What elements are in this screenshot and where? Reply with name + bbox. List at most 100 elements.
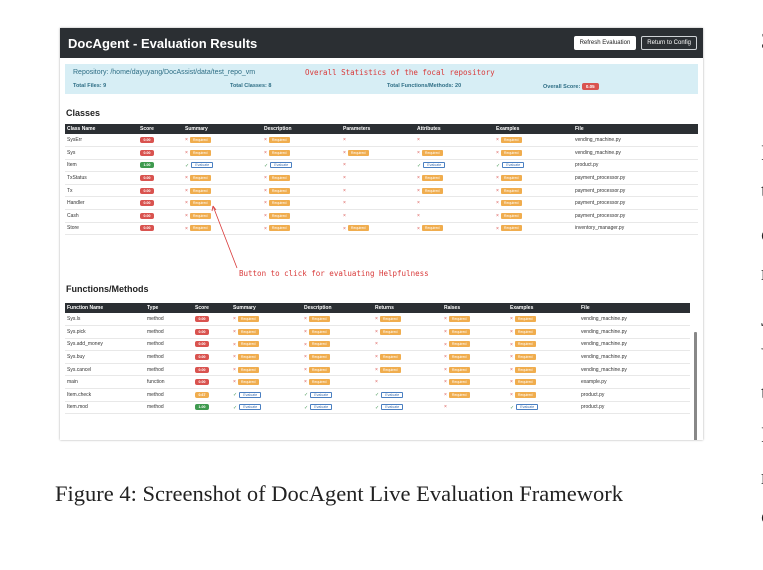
- right-column-fragment: r: [761, 260, 763, 286]
- check-icon: ✓: [375, 392, 380, 399]
- required-badge: Required: [448, 366, 470, 373]
- cell-examples: × Required: [508, 313, 579, 327]
- refresh-evaluation-button[interactable]: Refresh Evaluation: [573, 36, 637, 50]
- x-icon: ×: [233, 366, 236, 373]
- overall-score: Overall Score: 0.05: [543, 83, 599, 90]
- cell-raises: × Required: [442, 375, 508, 390]
- x-icon: ×: [264, 225, 267, 232]
- evaluate-button[interactable]: Evaluate: [239, 404, 262, 411]
- evaluate-button[interactable]: Evaluate: [381, 391, 404, 398]
- cell-examples: × Required: [508, 350, 579, 364]
- required-badge: Required: [268, 174, 290, 181]
- score-cell: 0.00: [138, 171, 183, 185]
- check-icon: ✓: [304, 404, 309, 411]
- x-icon: ×: [343, 200, 346, 207]
- check-icon: ✓: [510, 404, 515, 411]
- required-badge: Required: [514, 366, 536, 373]
- required-badge: Required: [268, 136, 290, 143]
- cell-description: × Required: [302, 375, 373, 390]
- cell-parameters: ×: [341, 171, 415, 185]
- app-window: DocAgent - Evaluation Results Refresh Ev…: [60, 28, 703, 440]
- evaluate-button[interactable]: Evaluate: [423, 162, 446, 169]
- x-icon: ×: [304, 354, 307, 361]
- type-cell: method: [145, 338, 193, 352]
- type-cell: method: [145, 401, 193, 415]
- check-icon: ✓: [375, 404, 380, 411]
- x-icon: ×: [185, 187, 188, 194]
- cell-raises: × Required: [442, 338, 508, 352]
- column-header: Description: [302, 303, 373, 313]
- column-header: Examples: [494, 124, 573, 134]
- repo-stats-panel: Repository: /home/dayuyang/DocAssist/dat…: [65, 64, 698, 94]
- type-cell: method: [145, 388, 193, 402]
- name-cell: Sys: [65, 146, 138, 160]
- required-badge: Required: [421, 225, 443, 232]
- x-icon: ×: [510, 392, 513, 399]
- cell-description: × Required: [262, 146, 341, 160]
- cell-attributes: ✓ Evaluate: [415, 159, 494, 173]
- column-header: Raises: [442, 303, 508, 313]
- score-cell: 0.00: [193, 375, 231, 390]
- column-header: Function Name: [65, 303, 145, 313]
- x-icon: ×: [304, 329, 307, 336]
- check-icon: ✓: [417, 162, 422, 169]
- evaluate-button[interactable]: Evaluate: [239, 391, 262, 398]
- cell-raises: × Required: [442, 313, 508, 327]
- x-icon: ×: [264, 175, 267, 182]
- required-badge: Required: [500, 187, 522, 194]
- table-row: Sys.buy method 0.00 × Required × Required × Requ…: [65, 350, 690, 364]
- x-icon: ×: [375, 316, 378, 323]
- file-cell: example.py: [579, 375, 690, 390]
- required-badge: Required: [268, 212, 290, 219]
- required-badge: Required: [448, 315, 470, 322]
- evaluate-button[interactable]: Evaluate: [381, 404, 404, 411]
- file-cell: vending_machine.py: [579, 325, 690, 339]
- cell-summary: × Required: [231, 325, 302, 339]
- evaluate-button[interactable]: Evaluate: [270, 162, 293, 169]
- column-header: Parameters: [341, 124, 415, 134]
- required-badge: Required: [448, 379, 470, 386]
- cell-examples: × Required: [508, 388, 579, 402]
- cell-returns: ×: [373, 375, 442, 390]
- table-row: Tx 0.00 × Required × Required × × Required × Requi…: [65, 184, 698, 198]
- cell-parameters: ×: [341, 134, 415, 148]
- required-badge: Required: [237, 353, 259, 360]
- scrollbar[interactable]: [694, 332, 697, 440]
- evaluate-button[interactable]: Evaluate: [502, 162, 525, 169]
- file-cell: product.py: [579, 388, 690, 402]
- x-icon: ×: [444, 392, 447, 399]
- file-cell: vending_machine.py: [579, 338, 690, 352]
- x-icon: ×: [417, 137, 420, 144]
- x-icon: ×: [304, 341, 307, 348]
- evaluate-button[interactable]: Evaluate: [191, 162, 214, 169]
- type-cell: method: [145, 325, 193, 339]
- evaluate-button[interactable]: Evaluate: [310, 391, 333, 398]
- name-cell: Sys.pick: [65, 325, 145, 339]
- x-icon: ×: [343, 225, 346, 232]
- return-to-config-button[interactable]: Return to Config: [641, 36, 697, 50]
- x-icon: ×: [375, 366, 378, 373]
- cell-summary: × Required: [231, 375, 302, 390]
- evaluate-button[interactable]: Evaluate: [516, 404, 539, 411]
- x-icon: ×: [264, 200, 267, 207]
- required-badge: Required: [268, 149, 290, 156]
- x-icon: ×: [185, 137, 188, 144]
- x-icon: ×: [304, 316, 307, 323]
- cell-parameters: ×: [341, 184, 415, 198]
- evaluate-button[interactable]: Evaluate: [310, 404, 333, 411]
- required-badge: Required: [500, 225, 522, 232]
- cell-description: ✓ Evaluate: [302, 388, 373, 402]
- classes-title: Classes: [66, 108, 101, 118]
- file-cell: vending_machine.py: [579, 363, 690, 377]
- x-icon: ×: [343, 212, 346, 219]
- x-icon: ×: [444, 404, 447, 411]
- file-cell: payment_processor.py: [573, 171, 698, 185]
- score-cell: 0.00: [193, 338, 231, 352]
- score-cell: 0.00: [138, 184, 183, 198]
- score-cell: 0.00: [138, 134, 183, 148]
- cell-summary: × Required: [183, 222, 262, 236]
- overall-score-label: Overall Score:: [543, 84, 581, 90]
- file-cell: inventory_manager.py: [573, 222, 698, 236]
- cell-raises: × Required: [442, 388, 508, 402]
